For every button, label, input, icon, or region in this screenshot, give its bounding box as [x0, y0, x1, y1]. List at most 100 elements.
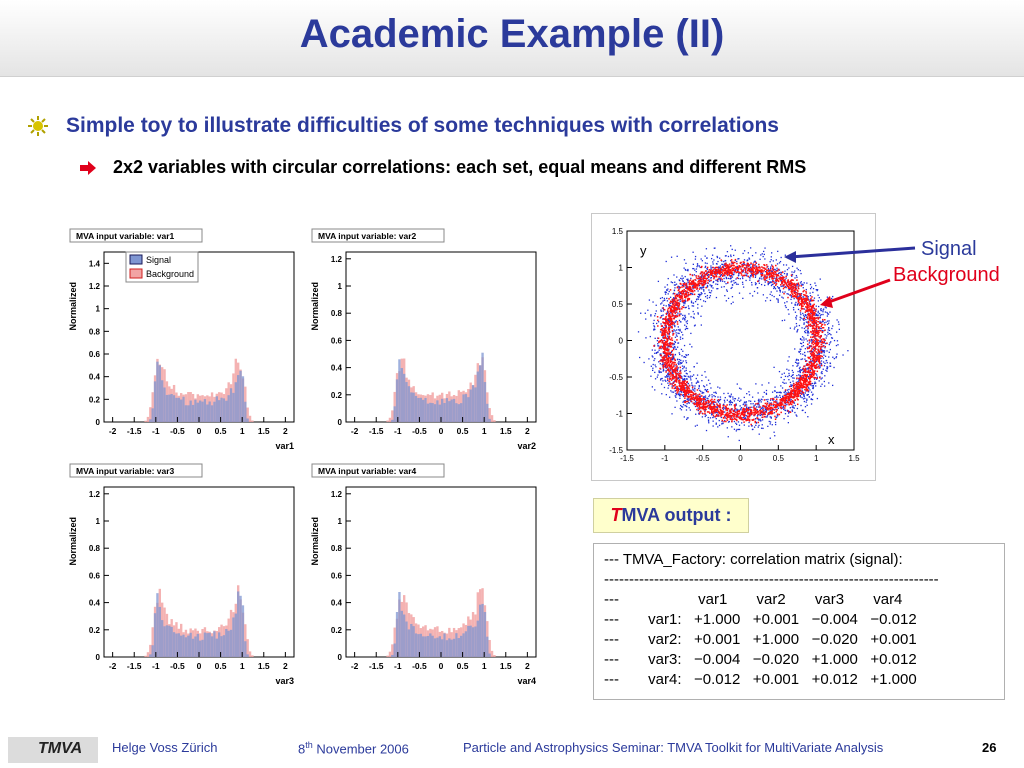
- correlation-matrix: --- TMVA_Factory: correlation matrix (si…: [593, 543, 1005, 700]
- signal-bar: [476, 620, 479, 657]
- x-tick-label: -0.5: [412, 426, 427, 436]
- bullet-sub: 2x2 variables with circular correlations…: [113, 157, 807, 177]
- histogram-svg: MVA input variable: var1 0 0.2 0.4 0.6 0.8 1 1.…: [68, 228, 295, 451]
- x-tick-label: -1: [394, 426, 402, 436]
- signal-bar: [165, 625, 169, 657]
- histogram-title-box: [311, 228, 445, 243]
- signal-bar: [450, 639, 453, 657]
- matrix-line: --- var1 var2 var3 var4: [604, 591, 903, 608]
- signal-bar: [438, 404, 441, 422]
- background-bar: [391, 644, 394, 657]
- signal-bar: [175, 633, 178, 657]
- histogram-title: MVA input variable: var1: [76, 231, 175, 241]
- signal-bar: [433, 638, 437, 657]
- signal-bar: [149, 654, 152, 657]
- signal-bar: [172, 632, 176, 657]
- y-tick-label: 1: [96, 305, 101, 314]
- y-tick-label: 1.2: [89, 490, 101, 499]
- y-tick-label: 0.8: [331, 544, 343, 553]
- scatter-x-tick-label: 0.5: [773, 454, 785, 463]
- scatter-y-tick-label: 1: [619, 264, 624, 273]
- y-tick-label: 0.6: [331, 571, 343, 580]
- signal-bar: [486, 403, 489, 422]
- signal-bar: [471, 627, 475, 657]
- x-tick-label: -1: [394, 661, 402, 671]
- matrix-line: ----------------------------------------…: [604, 571, 939, 588]
- signal-bar: [398, 591, 401, 657]
- signal-bar: [229, 629, 233, 657]
- background-bar: [493, 420, 496, 422]
- signal-bar: [476, 371, 479, 422]
- signal-bar: [441, 639, 444, 657]
- footer-date-sup: th: [305, 740, 313, 750]
- y-tick-label: 1: [338, 517, 343, 526]
- signal-bar: [244, 401, 247, 422]
- signal-bar: [407, 386, 411, 422]
- y-tick-label: 0: [338, 418, 343, 427]
- y-tick-label: 0.8: [89, 327, 101, 336]
- signal-bar: [424, 397, 427, 422]
- signal-bar: [199, 400, 202, 422]
- matrix-line: --- var4: −0.012 +0.001 +0.012 +1.000: [604, 671, 917, 688]
- signal-bar: [222, 398, 226, 422]
- y-tick-label: 0.4: [89, 599, 101, 608]
- signal-bar: [426, 635, 430, 657]
- signal-bar: [452, 398, 456, 422]
- histogram-title-box: [311, 463, 445, 478]
- x-tick-label: -1.5: [127, 661, 142, 671]
- background-bar: [246, 407, 249, 422]
- signal-bar: [467, 397, 470, 422]
- x-tick-label: 2: [283, 661, 288, 671]
- y-tick-label: 0.2: [331, 626, 343, 635]
- signal-bar: [412, 626, 415, 657]
- signal-bar: [232, 617, 235, 657]
- signal-bar: [177, 397, 180, 422]
- signal-bar: [393, 643, 396, 657]
- histogram-var3: MVA input variable: var3 0 0.2 0.4 0.6 0.8 1 1.…: [68, 463, 306, 693]
- signal-bar: [246, 418, 249, 422]
- signal-bar: [234, 613, 237, 657]
- y-tick-label: 0.6: [331, 336, 343, 345]
- signal-bar: [433, 404, 437, 422]
- footer-author: Helge Voss Zürich: [112, 740, 218, 755]
- background-label: Background: [893, 264, 1000, 286]
- signal-bar: [168, 625, 171, 657]
- legend-background-label: Background: [146, 269, 194, 279]
- histogram-var2: MVA input variable: var2 0 0.2 0.4 0.6 0.8 1 1.…: [310, 228, 548, 458]
- footer-date-rest: November 2006: [312, 741, 409, 757]
- scatter-y-label: y: [640, 243, 647, 258]
- background-points: [653, 258, 828, 426]
- signal-bar: [407, 629, 411, 657]
- x-tick-label: 1.5: [500, 426, 512, 436]
- x-tick-label: -0.5: [170, 661, 185, 671]
- histogram-title: MVA input variable: var2: [318, 231, 417, 241]
- scatter-x-tick-label: 0: [738, 454, 743, 463]
- x-tick-label: 0.5: [457, 426, 469, 436]
- signal-bar: [229, 388, 233, 422]
- scatter-x-tick-label: 1: [814, 454, 819, 463]
- signal-bar: [486, 636, 489, 657]
- y-tick-label: 0.6: [89, 350, 101, 359]
- signal-bar: [208, 632, 211, 657]
- histogram-svg: MVA input variable: var2 0 0.2 0.4 0.6 0.8 1 1.…: [310, 228, 537, 451]
- y-axis-label: Normalized: [310, 282, 320, 331]
- x-tick-label: 1.5: [500, 661, 512, 671]
- matrix-line: --- var1: +1.000 +0.001 −0.004 −0.012: [604, 611, 917, 628]
- x-tick-label: -1.5: [369, 661, 384, 671]
- matrix-line: --- var2: +0.001 +1.000 −0.020 +0.001: [604, 631, 917, 648]
- y-tick-label: 0: [96, 653, 101, 662]
- signal-bar: [398, 359, 401, 422]
- signal-bar: [471, 385, 475, 422]
- signal-bar: [405, 621, 408, 657]
- signal-bar: [237, 591, 240, 657]
- background-bar: [149, 644, 152, 657]
- tmva-logo: [8, 737, 98, 763]
- signal-bar: [225, 629, 228, 657]
- signal-bar: [180, 399, 183, 422]
- signal-bar: [220, 636, 223, 657]
- signal-bar: [201, 639, 204, 657]
- sun-bullet-icon: [28, 116, 48, 136]
- background-bar: [146, 652, 150, 657]
- signal-bar: [483, 382, 487, 422]
- signal-bar: [450, 399, 453, 422]
